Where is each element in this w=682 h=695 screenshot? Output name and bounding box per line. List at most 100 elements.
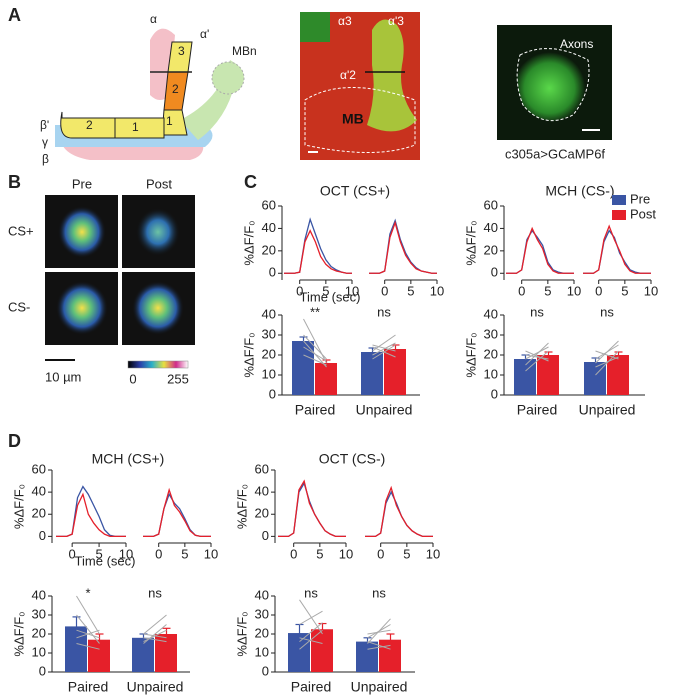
x-tick-label: 5	[544, 283, 551, 298]
individual-pair	[372, 346, 396, 358]
bar	[315, 363, 337, 395]
x-tick-label: 10	[430, 283, 444, 298]
individual-pair	[595, 350, 619, 376]
colorbar-label: 255	[167, 371, 189, 386]
trace	[583, 229, 651, 274]
x-tick-label: 5	[181, 546, 188, 561]
y-tick-label: 10	[255, 644, 269, 659]
schematic-label: β	[42, 152, 49, 166]
bar	[155, 634, 177, 672]
column-label: Post	[146, 176, 172, 191]
x-tick-label: 0	[377, 546, 384, 561]
panel-label: A	[8, 5, 21, 25]
y-tick-label: 20	[255, 625, 269, 640]
y-tick-label: 0	[269, 386, 276, 401]
bar	[132, 637, 154, 672]
y-tick-label: 20	[262, 346, 276, 361]
y-tick-label: 30	[255, 606, 269, 621]
trace	[583, 224, 651, 274]
individual-pair	[76, 614, 100, 644]
micrograph-label: MB	[342, 111, 364, 127]
individual-pair	[525, 350, 549, 372]
individual-pair	[303, 346, 327, 362]
x-tick-label: Unpaired	[579, 402, 636, 418]
trace	[278, 479, 346, 538]
colorbar-label: 0	[129, 371, 136, 386]
x-tick-label: 10	[426, 546, 440, 561]
micrograph	[300, 12, 420, 160]
y-axis-label: %ΔF/F₀	[234, 611, 249, 656]
row-label: CS+	[8, 223, 34, 238]
x-tick-label: 0	[155, 546, 162, 561]
chart-title: MCH (CS+)	[92, 451, 165, 467]
y-tick-label: 20	[484, 346, 498, 361]
individual-pair	[76, 629, 100, 639]
legend-label: Post	[630, 206, 656, 221]
individual-pair	[595, 340, 619, 364]
significance: **	[310, 304, 320, 319]
x-tick-label: Paired	[295, 402, 335, 418]
y-tick-label: 20	[262, 242, 276, 257]
x-tick-label: Paired	[68, 679, 108, 695]
y-tick-label: 0	[262, 528, 269, 543]
y-axis-label: %ΔF/F₀	[11, 611, 26, 656]
bar	[311, 629, 333, 672]
trace	[506, 226, 574, 274]
trace	[284, 217, 352, 274]
individual-pair	[525, 346, 549, 360]
y-tick-label: 60	[484, 197, 498, 212]
row-label: CS-	[8, 299, 30, 314]
y-tick-label: 0	[39, 528, 46, 543]
x-axis-label: Time (sec)	[300, 289, 361, 304]
significance: ns	[304, 585, 318, 600]
genotype: c305a>GCaMP6f	[505, 146, 605, 161]
y-tick-label: 30	[484, 326, 498, 341]
trace	[284, 229, 352, 274]
individual-pair	[367, 644, 391, 650]
schematic-label: γ	[42, 135, 48, 149]
bar	[288, 633, 310, 672]
trace	[143, 492, 211, 538]
panel-label: D	[8, 431, 21, 451]
individual-pair	[303, 334, 327, 360]
y-tick-label: 20	[484, 242, 498, 257]
x-tick-label: 0	[381, 283, 388, 298]
compartment-label: 1	[132, 120, 139, 134]
x-tick-label: Paired	[291, 679, 331, 695]
bar	[292, 341, 314, 395]
individual-pair	[143, 624, 167, 644]
x-tick-label: 5	[95, 546, 102, 561]
micrograph-label: α3	[338, 14, 352, 28]
individual-pair	[525, 350, 549, 362]
trace	[143, 487, 211, 538]
significance: ns	[600, 304, 614, 319]
y-tick-label: 60	[32, 461, 46, 476]
individual-pair	[372, 342, 396, 356]
individual-pair	[76, 643, 100, 650]
compartment-label: 3	[178, 44, 185, 58]
bar	[537, 355, 559, 395]
trace	[56, 492, 126, 538]
x-axis-label: Time (sec)	[75, 553, 136, 568]
y-tick-label: 10	[32, 644, 46, 659]
y-tick-label: 10	[262, 366, 276, 381]
y-tick-label: 40	[32, 587, 46, 602]
x-tick-label: 5	[621, 283, 628, 298]
schematic-label: MBn	[232, 44, 257, 58]
x-tick-label: 5	[322, 283, 329, 298]
y-axis-label: %ΔF/F₀	[11, 484, 26, 529]
individual-pair	[367, 629, 391, 635]
y-tick-label: 40	[255, 484, 269, 499]
trace	[506, 229, 574, 274]
individual-pair	[143, 637, 167, 643]
x-tick-label: 0	[290, 546, 297, 561]
trace	[56, 485, 126, 538]
individual-pair	[367, 641, 391, 650]
significance: ns	[372, 585, 386, 600]
bar	[65, 626, 87, 672]
y-tick-label: 40	[255, 587, 269, 602]
scale-bar-label: 10 µm	[45, 369, 81, 384]
individual-pair	[143, 614, 167, 635]
y-tick-label: 0	[262, 663, 269, 678]
y-tick-label: 0	[269, 265, 276, 280]
